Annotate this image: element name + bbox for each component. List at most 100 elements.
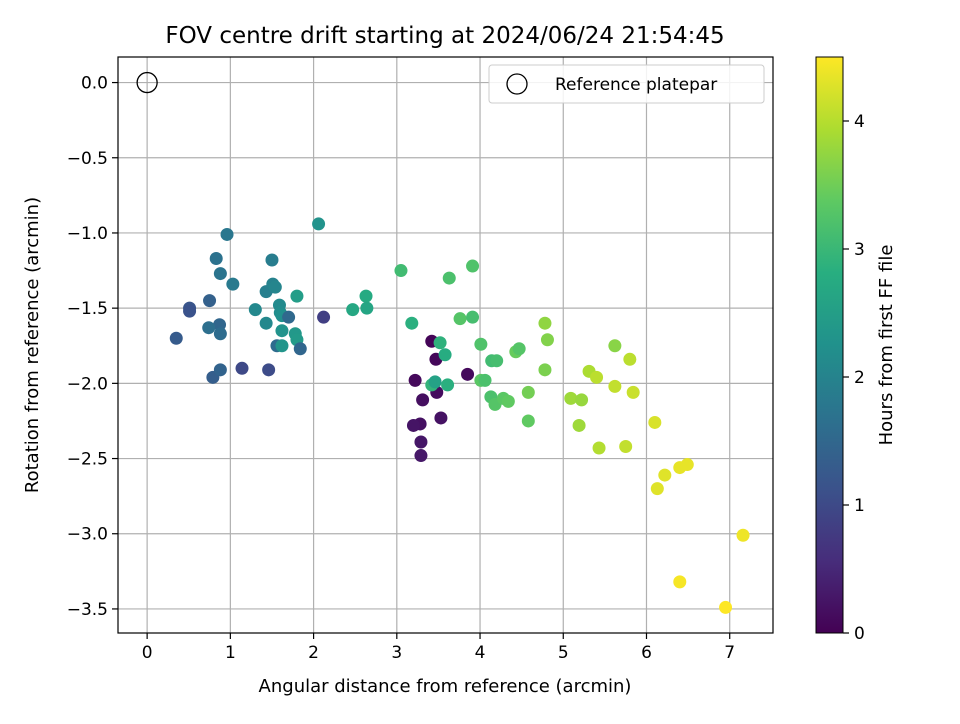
data-point: [282, 310, 296, 324]
y-tick-label: −2.5: [67, 450, 108, 470]
colorbar-tick-label: 4: [854, 112, 865, 132]
data-point: [275, 324, 289, 338]
data-point: [248, 303, 262, 317]
data-point: [540, 333, 554, 347]
data-point: [453, 312, 467, 326]
data-point: [346, 303, 360, 317]
colorbar: [815, 56, 844, 634]
x-tick-label: 4: [475, 643, 486, 663]
data-point: [428, 375, 442, 389]
x-tick-label: 0: [142, 643, 153, 663]
data-point: [619, 440, 633, 454]
data-point: [360, 301, 374, 315]
data-point: [268, 280, 282, 294]
data-point: [608, 339, 622, 353]
y-tick-label: −0.5: [67, 149, 108, 169]
data-point: [572, 418, 586, 432]
colorbar-tick-label: 2: [854, 368, 865, 388]
data-point: [521, 414, 535, 428]
data-point: [434, 411, 448, 425]
y-axis-label: Rotation from reference (arcmin): [22, 197, 43, 493]
data-point: [608, 379, 622, 393]
legend-marker-reference: [506, 73, 528, 95]
data-point: [438, 348, 452, 362]
data-point: [590, 370, 604, 384]
data-point: [626, 385, 640, 399]
x-tick-label: 6: [641, 643, 652, 663]
data-point: [673, 575, 687, 589]
legend-box: [488, 64, 765, 104]
plot-frame: [117, 56, 774, 634]
data-point: [623, 352, 637, 366]
y-tick-label: −1.5: [67, 299, 108, 319]
data-point: [183, 304, 197, 318]
data-point: [466, 259, 480, 273]
data-point: [213, 267, 227, 281]
data-point: [442, 271, 456, 285]
data-point: [680, 458, 694, 472]
data-point: [478, 373, 492, 387]
y-axis-ticks: 0.0 −0.5 −1.0 −1.5 −2.0 −2.5 −3.0 −3.5: [67, 74, 118, 620]
data-point: [359, 289, 373, 303]
data-point: [538, 363, 552, 377]
x-tick-label: 3: [391, 643, 402, 663]
data-point: [474, 337, 488, 351]
data-point: [564, 391, 578, 405]
data-point: [169, 331, 183, 345]
data-points: [169, 217, 750, 614]
data-point: [293, 342, 307, 356]
data-point: [501, 394, 515, 408]
legend: Reference platepar: [488, 64, 765, 104]
data-point: [317, 310, 331, 324]
x-tick-label: 2: [308, 643, 319, 663]
data-point: [406, 418, 420, 432]
data-point: [592, 441, 606, 455]
colorbar-tick-label: 1: [854, 496, 865, 516]
x-tick-label: 5: [558, 643, 569, 663]
y-tick-label: −3.0: [67, 525, 108, 545]
colorbar-label: Hours from first FF file: [876, 245, 897, 446]
legend-label-reference: Reference platepar: [555, 75, 717, 95]
data-point: [719, 600, 733, 614]
data-point: [441, 378, 455, 392]
reference-platepar-marker: [136, 71, 158, 94]
data-point: [226, 277, 240, 291]
y-tick-label: −2.0: [67, 374, 108, 394]
data-point: [416, 393, 430, 407]
colorbar-tick-label: 3: [854, 240, 865, 260]
colorbar-tick-label: 0: [854, 624, 865, 644]
data-point: [736, 528, 750, 542]
data-point: [521, 385, 535, 399]
data-point: [658, 468, 672, 482]
data-point: [290, 289, 304, 303]
data-point: [461, 367, 475, 381]
data-point: [203, 294, 217, 308]
y-tick-label: 0.0: [81, 74, 108, 94]
data-point: [312, 217, 326, 231]
data-point: [213, 327, 227, 341]
data-point: [648, 415, 662, 429]
y-tick-label: −1.0: [67, 224, 108, 244]
data-point: [213, 363, 227, 377]
data-point: [490, 354, 504, 368]
data-point: [202, 321, 216, 335]
data-point: [209, 252, 223, 266]
data-point: [275, 339, 289, 353]
data-point: [259, 316, 273, 330]
data-point: [220, 227, 234, 241]
x-axis-ticks: 0 1 2 3 4 5 6 7: [142, 633, 735, 663]
data-point: [650, 482, 664, 496]
x-tick-label: 7: [724, 643, 735, 663]
data-point: [538, 316, 552, 330]
colorbar-ticks: 0 1 2 3 4: [843, 112, 865, 644]
data-point: [466, 310, 480, 324]
data-point: [575, 393, 589, 407]
x-axis-label: Angular distance from reference (arcmin): [259, 676, 632, 697]
data-point: [512, 342, 526, 356]
chart-title: FOV centre drift starting at 2024/06/24 …: [165, 23, 724, 49]
data-point: [262, 363, 276, 377]
data-point: [408, 373, 422, 387]
data-point: [405, 316, 419, 330]
data-point: [414, 449, 428, 463]
